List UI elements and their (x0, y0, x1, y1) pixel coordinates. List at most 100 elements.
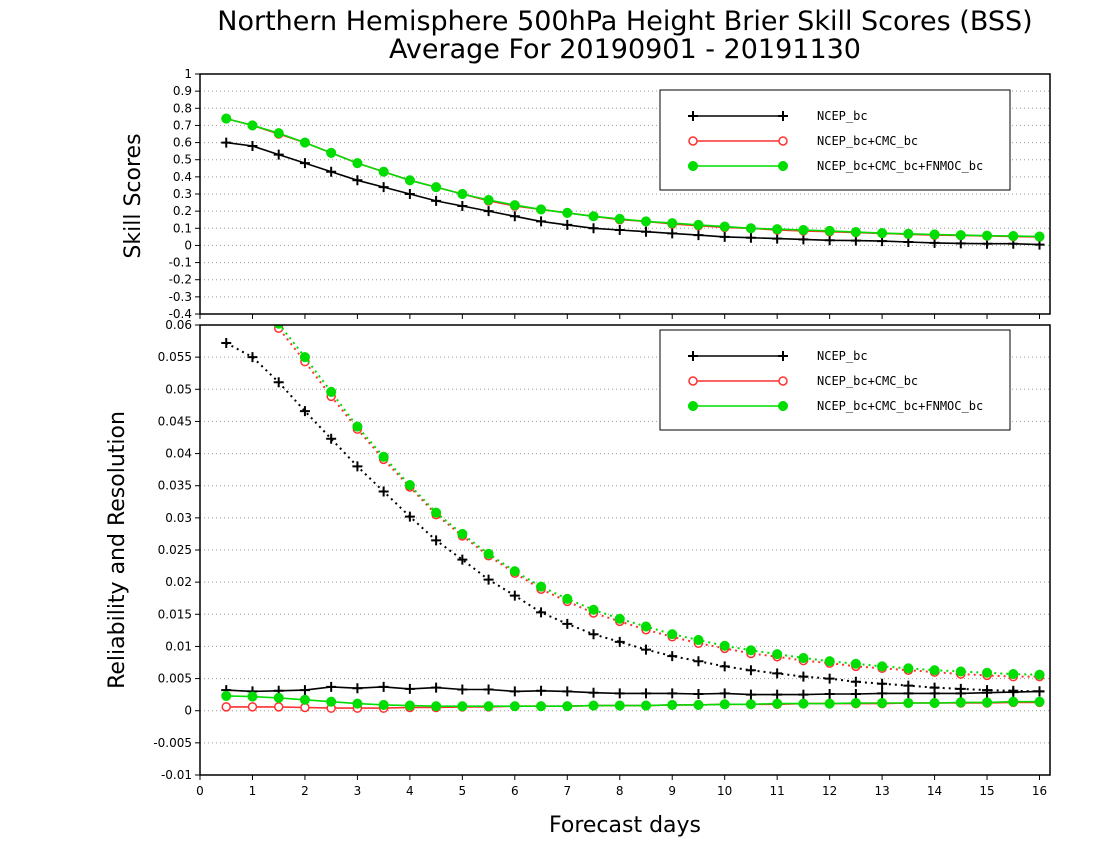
y-tick-label: 0.06 (165, 318, 192, 332)
data-point (588, 700, 599, 711)
data-point (667, 629, 678, 640)
data-point (431, 535, 442, 546)
legend-box (659, 89, 1011, 191)
data-point (824, 656, 835, 667)
data-point (614, 225, 625, 235)
data-point (955, 666, 966, 677)
legend-marker (778, 376, 788, 386)
y-tick-label: 0.055 (158, 350, 192, 364)
legend-label: NCEP_bc+CMC_bc (817, 134, 918, 148)
y-tick-label: 0.4 (173, 170, 192, 184)
legend-marker (777, 400, 789, 412)
data-point (404, 480, 415, 491)
data-point (378, 166, 389, 177)
data-point (248, 262, 258, 272)
data-point (221, 137, 232, 148)
data-point (457, 684, 468, 695)
legend-label: NCEP_bc (817, 349, 868, 363)
data-point (667, 218, 678, 229)
data-point (536, 607, 547, 618)
y-tick-label: 0.1 (173, 221, 192, 235)
data-point (562, 618, 573, 629)
data-point (221, 690, 232, 701)
y-tick-label: 0.045 (158, 414, 192, 428)
data-point (719, 640, 730, 651)
y-tick-label: 1 (184, 67, 192, 81)
data-point (509, 701, 520, 712)
data-point (299, 694, 310, 705)
x-tick-label: 15 (979, 784, 994, 798)
data-point (326, 696, 337, 707)
data-point (404, 511, 415, 522)
series-group (221, 262, 1045, 713)
data-point (850, 658, 861, 669)
y-tick-label: 0.02 (165, 575, 192, 589)
data-point (1034, 669, 1045, 680)
y-tick-label: 0.7 (173, 118, 192, 132)
data-point (588, 687, 599, 698)
y-tick-label: 0.8 (173, 101, 192, 115)
data-point (745, 699, 756, 710)
data-point (273, 128, 284, 139)
y-tick-label: 0.5 (173, 153, 192, 167)
legend-label: NCEP_bc+CMC_bc+FNMOC_bc (817, 399, 983, 413)
legend-marker (778, 111, 788, 121)
data-point (850, 689, 861, 699)
data-point (562, 701, 573, 712)
data-point (588, 604, 599, 615)
y-tick-label: 0 (184, 238, 192, 252)
data-point (352, 421, 363, 432)
data-point (273, 377, 284, 388)
data-point (457, 201, 468, 211)
data-point (431, 507, 442, 518)
data-point (1034, 696, 1045, 707)
data-point (457, 528, 468, 539)
data-point (273, 692, 284, 703)
data-point (850, 227, 861, 238)
data-point (352, 158, 363, 169)
legend-marker (778, 136, 788, 146)
x-tick-label: 13 (874, 784, 889, 798)
data-point (352, 683, 363, 694)
data-point (247, 691, 258, 702)
y-tick-label: -0.2 (169, 273, 192, 287)
data-point (378, 681, 389, 692)
data-point (719, 221, 730, 232)
data-point (536, 685, 547, 696)
data-point (614, 688, 625, 699)
legend-marker (687, 160, 699, 172)
data-point (640, 621, 652, 632)
y-tick-label: 0.04 (165, 447, 192, 461)
x-tick-label: 11 (770, 784, 785, 798)
y-tick-label: 0.025 (158, 543, 192, 557)
data-point (378, 486, 389, 497)
data-point (667, 651, 678, 662)
series-line-ncep-bc-reliability (226, 686, 1040, 696)
data-point (982, 687, 993, 698)
data-point (772, 668, 783, 679)
y-tick-label: 0 (184, 704, 192, 718)
data-point (378, 699, 389, 710)
plot-frame (199, 324, 1051, 776)
data-point (562, 593, 573, 604)
data-point (719, 231, 730, 242)
x-tick-label: 9 (668, 784, 676, 798)
data-point (431, 182, 442, 193)
legend-marker (688, 136, 698, 146)
data-point (509, 566, 520, 577)
data-point (850, 676, 861, 687)
data-point (221, 113, 232, 124)
data-point (352, 698, 363, 709)
data-point (719, 661, 730, 672)
data-point (824, 689, 835, 699)
data-point (483, 701, 494, 712)
series-line-ncep-bc-cmc-bc-fnmoc-bc-resolution (278, 325, 1040, 676)
series-line-ncep-bc-resolution (225, 342, 1040, 693)
data-point (483, 194, 494, 206)
data-point (483, 574, 494, 585)
legend-marker (687, 400, 699, 412)
data-point (667, 699, 678, 710)
legend-label: NCEP_bc+CMC_bc (817, 374, 918, 388)
data-point (667, 228, 678, 239)
data-point (640, 700, 652, 711)
